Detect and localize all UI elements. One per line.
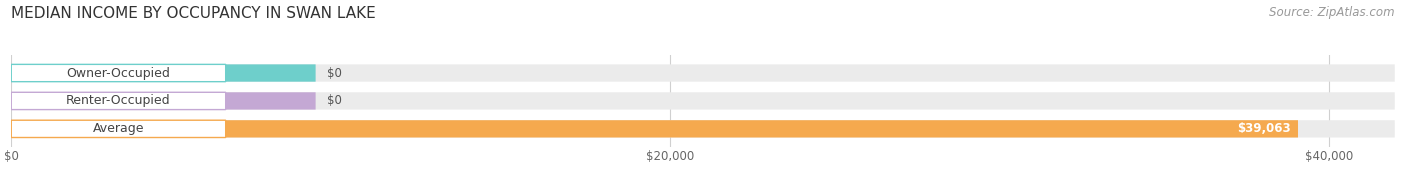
FancyBboxPatch shape (11, 92, 315, 110)
FancyBboxPatch shape (11, 92, 1395, 110)
Text: $0: $0 (326, 66, 342, 80)
Text: Owner-Occupied: Owner-Occupied (66, 66, 170, 80)
FancyBboxPatch shape (11, 64, 226, 82)
Text: $39,063: $39,063 (1237, 122, 1291, 135)
FancyBboxPatch shape (11, 92, 226, 110)
FancyBboxPatch shape (11, 120, 226, 138)
Text: Source: ZipAtlas.com: Source: ZipAtlas.com (1270, 6, 1395, 19)
Text: Average: Average (93, 122, 145, 135)
FancyBboxPatch shape (11, 64, 1395, 82)
Text: $0: $0 (326, 94, 342, 107)
Text: Renter-Occupied: Renter-Occupied (66, 94, 170, 107)
FancyBboxPatch shape (11, 64, 315, 82)
Text: MEDIAN INCOME BY OCCUPANCY IN SWAN LAKE: MEDIAN INCOME BY OCCUPANCY IN SWAN LAKE (11, 6, 375, 21)
FancyBboxPatch shape (11, 120, 1298, 138)
FancyBboxPatch shape (11, 120, 1395, 138)
